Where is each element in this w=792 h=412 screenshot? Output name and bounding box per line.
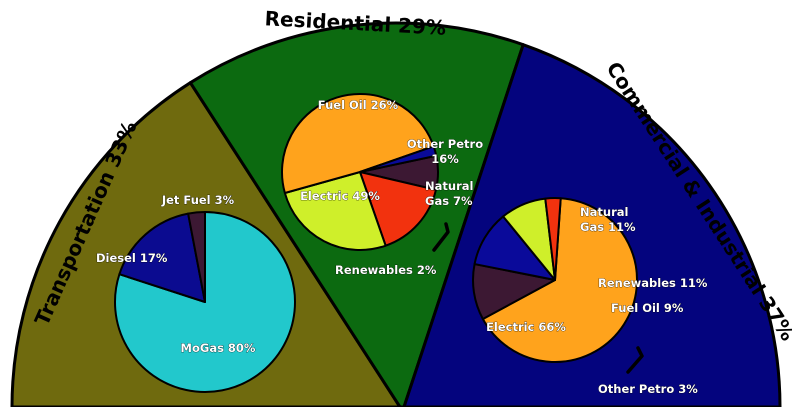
label-residential-renewables_res: Renewables 2%	[335, 263, 437, 277]
label-transportation-diesel: Diesel 17%	[96, 251, 168, 265]
label-residential-fuel_oil: Fuel Oil 26%	[318, 98, 399, 112]
label-transportation-jet_fuel: Jet Fuel 3%	[161, 193, 235, 207]
slice-transportation-jet_fuel	[187, 211, 206, 303]
label-commercial-natural_gas: Natural Gas 11%	[580, 205, 636, 234]
slice-residential-fuel_oil	[283, 171, 387, 251]
sector-title-residential: Residential 29%	[264, 6, 446, 39]
slice-transportation-diesel	[118, 212, 206, 303]
label-commercial-renewables_ci: Renewables 11%	[598, 276, 708, 290]
label-commercial-other_petro: Other Petro 3%	[598, 382, 698, 396]
slice-residential-other_petro	[359, 171, 437, 247]
label-residential-natural_gas: Natural Gas 7%	[425, 179, 473, 208]
slice-residential-renewables_res	[359, 145, 438, 173]
label-residential-other_petro: Other Petro 16%	[407, 137, 483, 166]
label-commercial-electric: Electric 66%	[486, 320, 566, 334]
pie-transportation	[114, 211, 296, 393]
pie-residential	[281, 93, 439, 251]
arrow-commercial-other-petro	[626, 346, 644, 374]
label-residential-electric: Electric 49%	[300, 189, 380, 203]
slice-residential-electric	[281, 93, 435, 194]
label-commercial-fuel_oil: Fuel Oil 9%	[611, 301, 684, 315]
pie-commercial	[472, 197, 638, 363]
arrow-residential-renewables	[432, 222, 450, 252]
label-transportation-mogas: MoGas 80%	[181, 341, 256, 355]
slice-commercial-electric	[481, 197, 638, 363]
slice-commercial-other_petro	[544, 197, 562, 281]
